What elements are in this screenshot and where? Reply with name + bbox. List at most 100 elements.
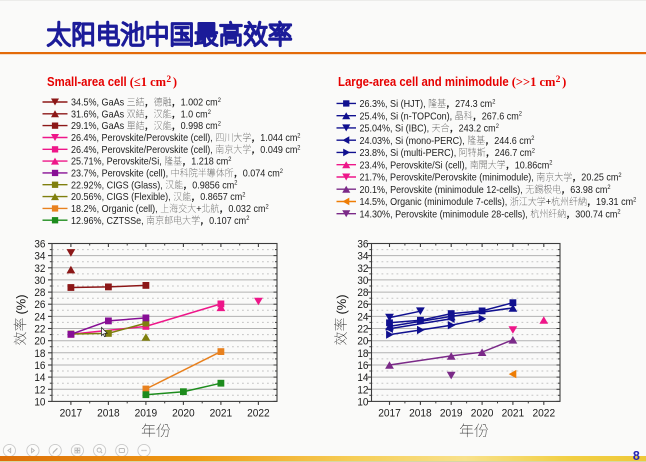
svg-text:+: + — [546, 197, 551, 208]
svg-text:2017: 2017 — [378, 408, 401, 420]
svg-text:244.6 cm: 244.6 cm — [494, 136, 531, 147]
svg-text:14.30%, Perovskite (minimodule: 14.30%, Perovskite (minimodule 28-cells)… — [360, 209, 528, 220]
svg-text:(%): (%) — [334, 294, 349, 314]
svg-text:20.25 cm: 20.25 cm — [581, 173, 618, 184]
svg-text:2022: 2022 — [247, 408, 270, 420]
svg-text:2: 2 — [166, 75, 171, 85]
svg-text:2: 2 — [242, 192, 245, 199]
svg-text:2019: 2019 — [440, 408, 463, 420]
svg-text:2: 2 — [234, 180, 237, 187]
svg-text:8: 8 — [633, 449, 640, 462]
svg-text:10: 10 — [357, 396, 368, 408]
svg-text:0.049 cm: 0.049 cm — [260, 145, 297, 156]
svg-text:26.3%, Si (HJT),: 26.3%, Si (HJT), — [360, 99, 426, 110]
svg-text:24: 24 — [357, 311, 368, 323]
svg-text:2022: 2022 — [533, 408, 556, 420]
svg-text:2: 2 — [532, 147, 535, 154]
svg-text:2017: 2017 — [60, 408, 83, 420]
svg-text:28: 28 — [34, 287, 45, 299]
svg-text:22: 22 — [34, 324, 45, 336]
svg-text:2018: 2018 — [97, 408, 120, 420]
svg-text:2: 2 — [280, 168, 283, 175]
svg-text:34: 34 — [34, 251, 45, 263]
svg-text:18: 18 — [34, 348, 45, 360]
svg-text:0.032 cm: 0.032 cm — [228, 204, 265, 215]
svg-text:20: 20 — [357, 336, 368, 348]
svg-text:2: 2 — [492, 98, 495, 105]
svg-text:22: 22 — [357, 324, 368, 336]
svg-text:0.074 cm: 0.074 cm — [243, 169, 280, 180]
svg-text:2: 2 — [246, 215, 249, 222]
svg-text:2: 2 — [297, 144, 300, 151]
svg-text:246.7 cm: 246.7 cm — [495, 148, 532, 159]
svg-text:34.5%, GaAs: 34.5%, GaAs — [71, 98, 124, 109]
svg-text:36: 36 — [34, 239, 45, 251]
svg-text:2: 2 — [218, 121, 221, 128]
svg-text:1.002 cm: 1.002 cm — [181, 98, 218, 109]
svg-text:31.6%, GaAs: 31.6%, GaAs — [71, 109, 124, 120]
svg-text:2021: 2021 — [210, 408, 233, 420]
svg-text:63.98 cm: 63.98 cm — [570, 185, 607, 196]
svg-text:19.31 cm: 19.31 cm — [596, 197, 633, 208]
svg-text:36: 36 — [357, 239, 368, 251]
svg-text:): ) — [562, 75, 566, 89]
svg-text:24.03%, Si (mono-PERC),: 24.03%, Si (mono-PERC), — [360, 136, 465, 147]
svg-text:26: 26 — [34, 299, 45, 311]
svg-text:14.5%, Organic (minimodule 7-c: 14.5%, Organic (minimodule 7-cells), — [360, 197, 508, 208]
svg-text:26.4%, Perovskite/Perovskite (: 26.4%, Perovskite/Perovskite (cell), — [71, 133, 213, 144]
svg-text:32: 32 — [34, 263, 45, 275]
svg-text:2: 2 — [519, 111, 522, 118]
svg-text:1.218 cm: 1.218 cm — [191, 157, 228, 168]
svg-text:274.3 cm: 274.3 cm — [455, 99, 492, 110]
svg-text:2: 2 — [607, 184, 610, 191]
svg-text:2: 2 — [218, 97, 221, 104]
svg-text:2020: 2020 — [471, 408, 494, 420]
svg-text:2018: 2018 — [409, 408, 432, 420]
svg-text:12: 12 — [357, 384, 368, 396]
svg-text:2: 2 — [549, 160, 552, 167]
svg-text:12.96%, CZTSSe,: 12.96%, CZTSSe, — [71, 216, 144, 227]
svg-text:Small-area cell: Small-area cell — [47, 74, 127, 89]
svg-text:14: 14 — [357, 372, 368, 384]
svg-text:29.1%, GaAs: 29.1%, GaAs — [71, 121, 124, 132]
svg-text:10.86cm: 10.86cm — [515, 160, 550, 171]
svg-text:2: 2 — [297, 133, 300, 140]
svg-text:2: 2 — [556, 75, 561, 85]
svg-text:2020: 2020 — [172, 408, 195, 420]
svg-text:2: 2 — [617, 209, 620, 216]
svg-text:14: 14 — [34, 372, 45, 384]
svg-text:300.74 cm: 300.74 cm — [575, 209, 617, 220]
svg-text:243.2 cm: 243.2 cm — [459, 124, 496, 135]
svg-text:(%): (%) — [13, 294, 28, 314]
svg-text:): ) — [173, 75, 177, 89]
svg-text:2: 2 — [633, 197, 636, 204]
svg-text:26.4%, Perovskite/Perovskite (: 26.4%, Perovskite/Perovskite (cell), — [71, 145, 213, 156]
svg-text:21.7%, Perovskite/Perovskite (: 21.7%, Perovskite/Perovskite (minimodule… — [360, 173, 534, 184]
svg-text:0.107 cm: 0.107 cm — [209, 216, 246, 227]
svg-text:26: 26 — [357, 299, 368, 311]
svg-text:2: 2 — [208, 109, 211, 116]
svg-text:+: + — [196, 204, 201, 215]
svg-text:1.044 cm: 1.044 cm — [260, 133, 297, 144]
svg-text:2: 2 — [266, 203, 269, 210]
svg-text:2021: 2021 — [502, 408, 525, 420]
svg-text:25.71%, Perovskite/Si,: 25.71%, Perovskite/Si, — [71, 157, 162, 168]
svg-text:28: 28 — [357, 287, 368, 299]
svg-text:0.998 cm: 0.998 cm — [181, 121, 218, 132]
svg-text:20: 20 — [34, 336, 45, 348]
svg-text:2: 2 — [531, 135, 534, 142]
svg-text:32: 32 — [357, 263, 368, 275]
svg-text:2: 2 — [228, 156, 231, 163]
svg-text:18: 18 — [357, 348, 368, 360]
svg-text:23.8%, Si (multi-PERC),: 23.8%, Si (multi-PERC), — [360, 148, 457, 159]
svg-text:Large-area cell and minimodule: Large-area cell and minimodule — [338, 74, 509, 89]
svg-text:24: 24 — [34, 311, 45, 323]
svg-text:0.8657 cm: 0.8657 cm — [200, 192, 242, 203]
svg-text:(>>1 cm: (>>1 cm — [512, 75, 556, 89]
svg-text:25.04%, Si (IBC),: 25.04%, Si (IBC), — [360, 124, 430, 135]
svg-text:16: 16 — [357, 360, 368, 372]
svg-text:2: 2 — [618, 172, 621, 179]
svg-text:25.4%, Si (n-TOPCon),: 25.4%, Si (n-TOPCon), — [360, 111, 453, 122]
svg-text:23.7%, Perovskite (cell),: 23.7%, Perovskite (cell), — [71, 169, 168, 180]
svg-text:20.56%, CIGS (Flexible),: 20.56%, CIGS (Flexible), — [71, 192, 171, 203]
